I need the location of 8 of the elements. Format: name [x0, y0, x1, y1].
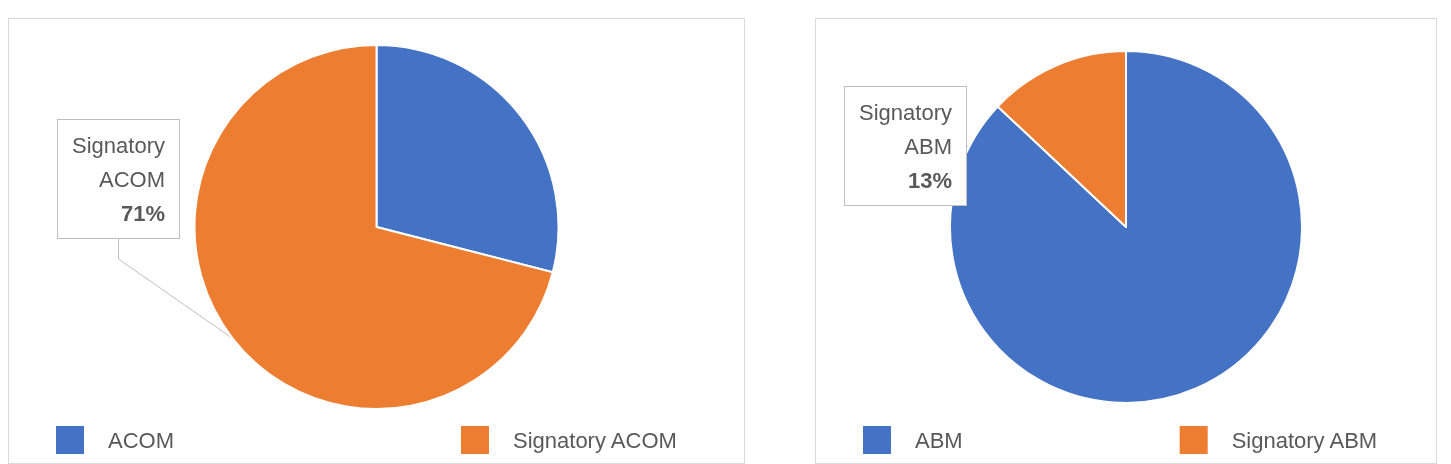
slice-label: Signatory ABM — [859, 99, 952, 159]
slice-label: Signatory ACOM — [72, 132, 165, 192]
data-label: 71% — [120, 200, 165, 226]
legend-label: ABM — [915, 427, 963, 453]
legend-label: Signatory ACOM — [513, 427, 677, 453]
legend-label: Signatory ABM — [1231, 427, 1378, 453]
data-label: 13% — [907, 167, 952, 193]
legend-label: ACOM — [108, 427, 174, 453]
